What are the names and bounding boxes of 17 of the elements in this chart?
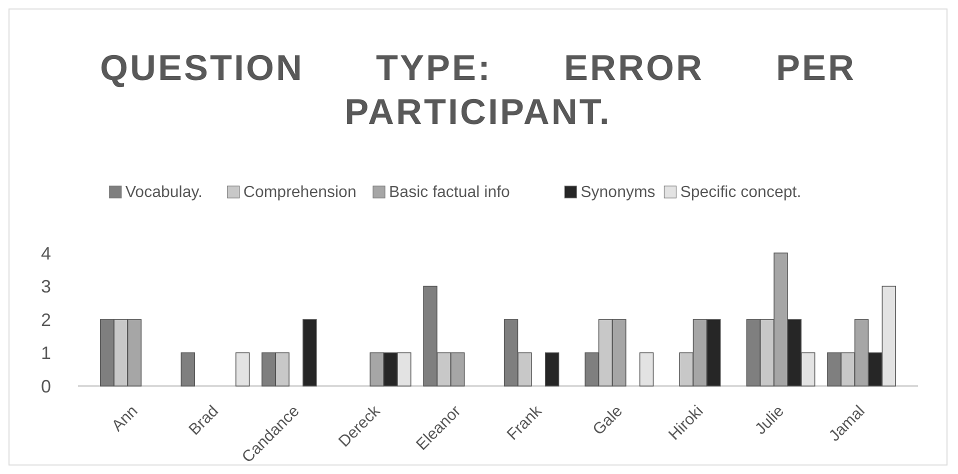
legend-label: Synonyms xyxy=(580,184,656,201)
bar xyxy=(544,352,560,386)
legend-label: Specific concept. xyxy=(680,184,802,201)
y-tick-label: 2 xyxy=(40,310,52,330)
y-tick-label: 1 xyxy=(40,343,52,364)
legend-label: Comprehension xyxy=(243,184,356,201)
bar xyxy=(180,352,195,386)
y-tick-label: 3 xyxy=(40,276,52,297)
bar xyxy=(302,319,317,386)
x-tick-label: Ann xyxy=(109,402,142,435)
x-tick-label: Gale xyxy=(590,402,626,439)
legend-label: Vocabulay. xyxy=(125,184,202,201)
y-tick-label: 0 xyxy=(40,376,52,396)
y-tick-label: 4 xyxy=(40,243,52,264)
legend-label: Basic factual info xyxy=(389,184,510,201)
x-tick-label: Julie xyxy=(752,402,788,438)
chart-title: QUESTION TYPE: ERROR PER PARTICIPANT. xyxy=(100,47,856,132)
